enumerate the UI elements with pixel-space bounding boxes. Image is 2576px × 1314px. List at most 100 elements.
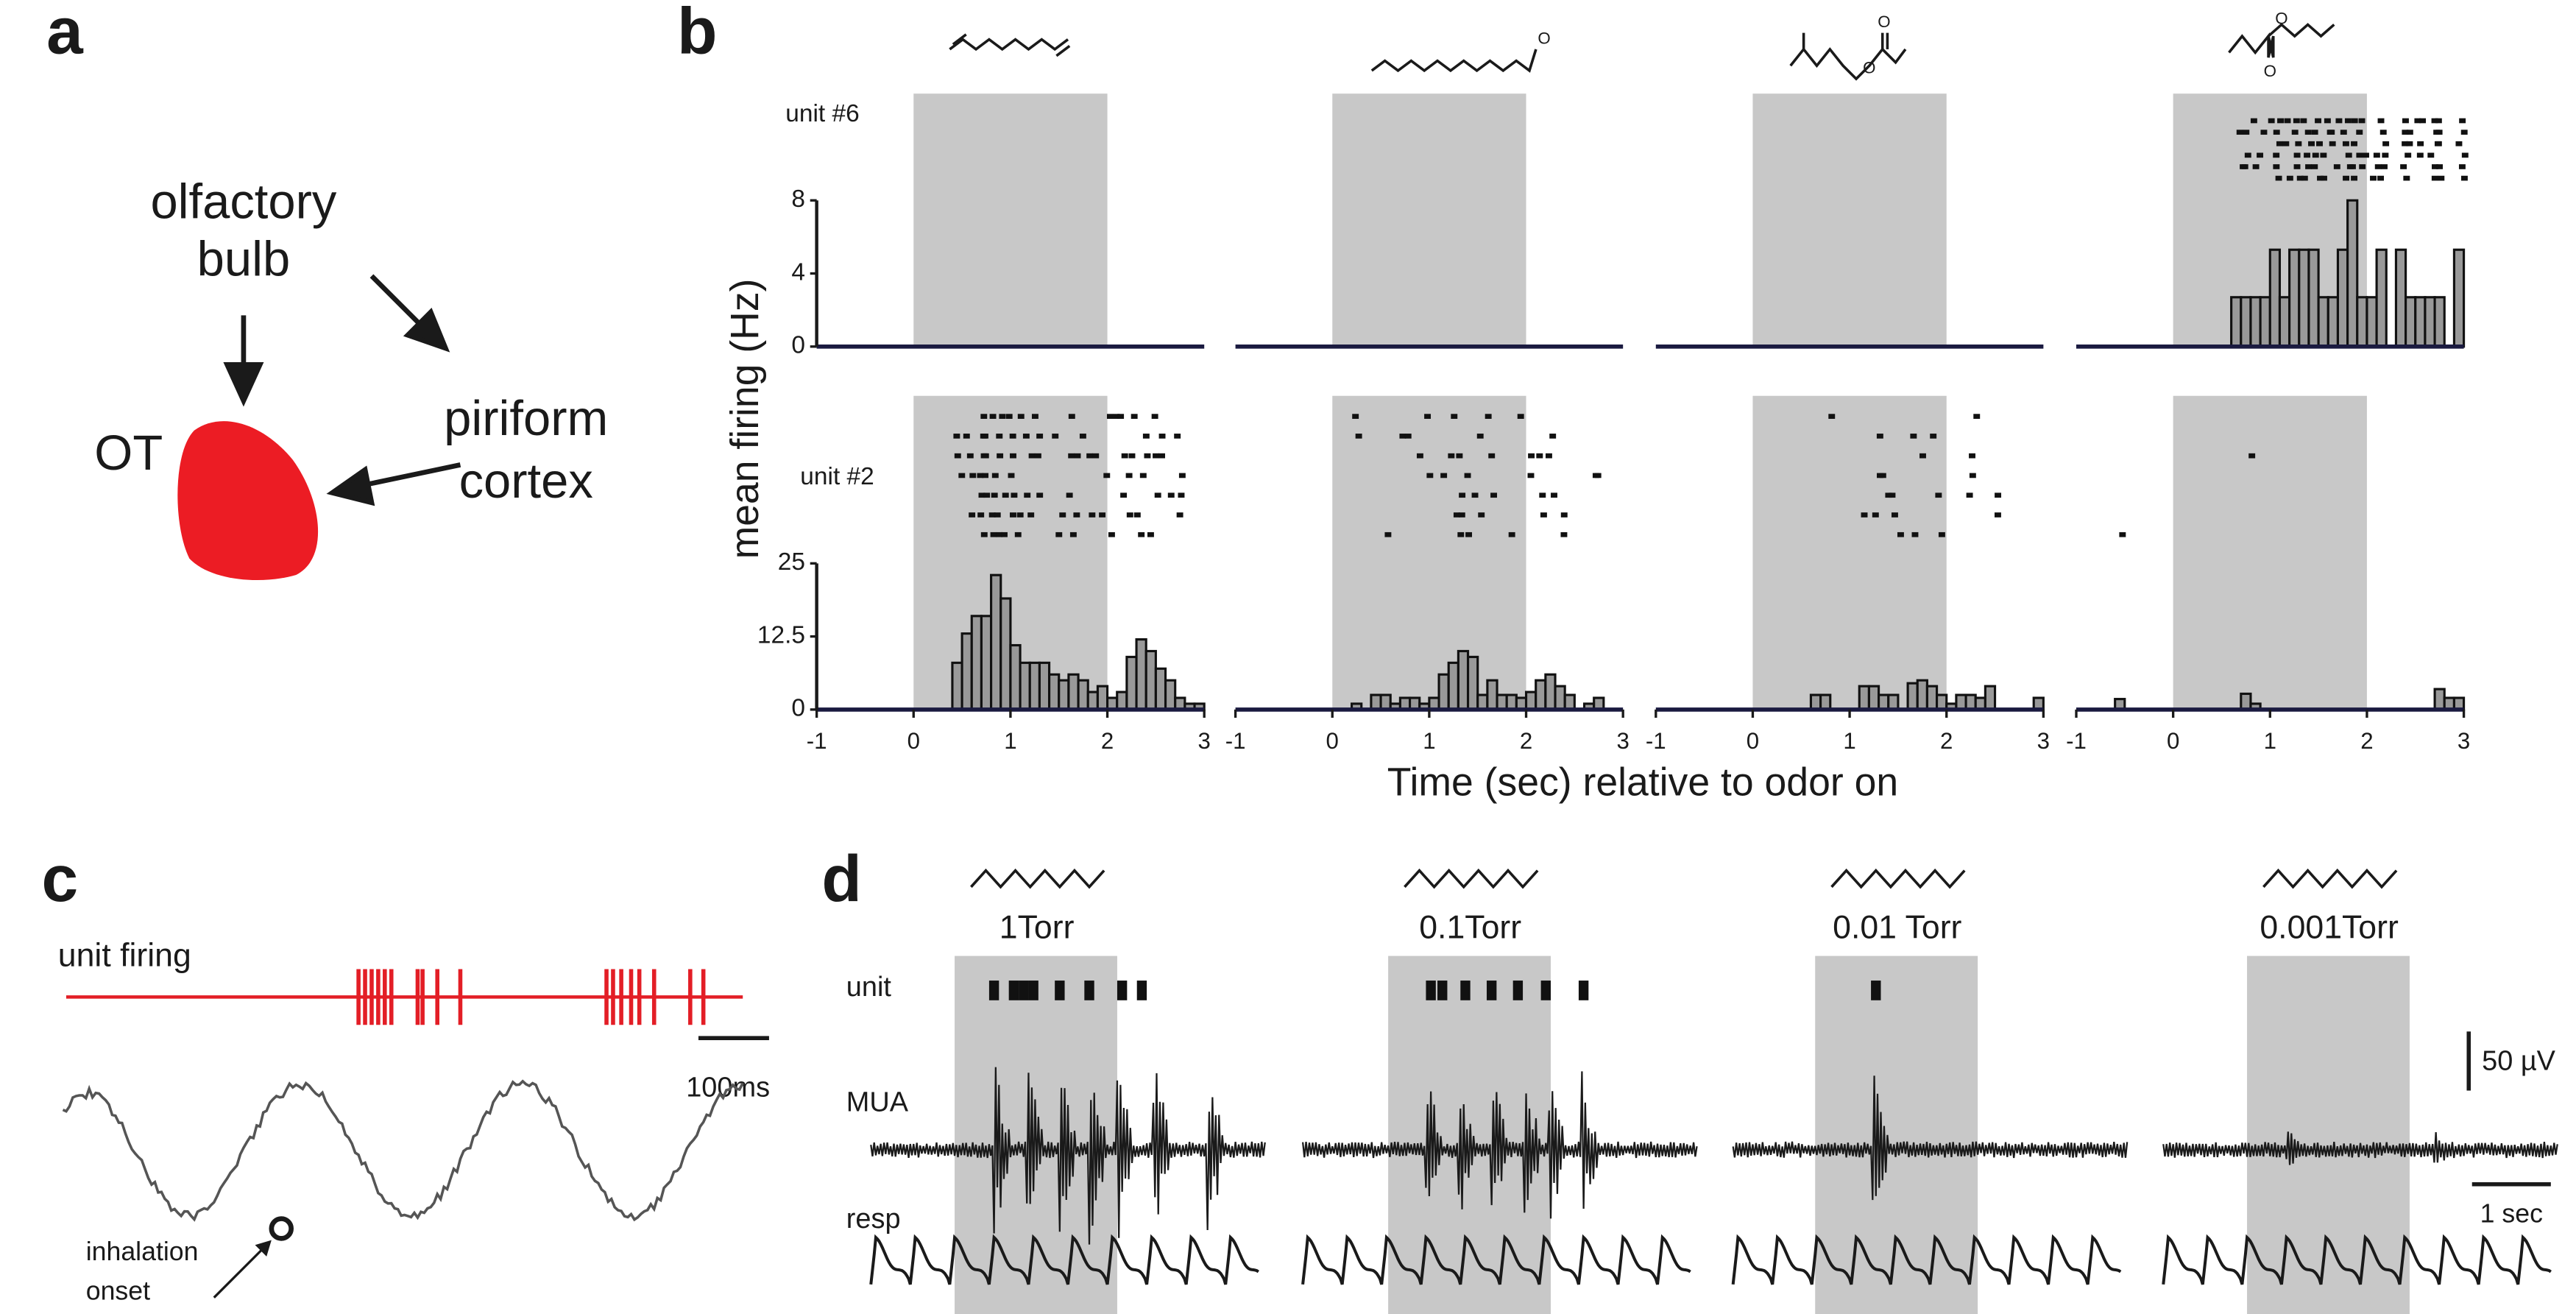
raster-dot xyxy=(2427,152,2435,158)
raster-dot xyxy=(1885,492,1892,498)
unit-spike xyxy=(1008,981,1019,1000)
histogram-bar xyxy=(2433,296,2446,348)
region-label: piriform xyxy=(444,391,608,446)
raster-dot xyxy=(983,492,991,498)
raster-dot xyxy=(2419,118,2427,124)
raster-dot xyxy=(1451,414,1458,419)
raster-dot xyxy=(963,434,970,439)
histogram-bar xyxy=(1125,655,1138,711)
unit-spike xyxy=(1055,981,1065,1000)
raster-dot xyxy=(1448,453,1455,459)
trace-label: unit firing xyxy=(58,938,191,974)
raster-dot xyxy=(1151,414,1158,419)
raster-dot xyxy=(1126,512,1133,518)
unit-spike xyxy=(988,981,999,1000)
raster-dot xyxy=(2382,141,2390,146)
histogram-bar xyxy=(2249,296,2262,348)
raster-dot xyxy=(1099,512,1106,518)
raster-dot xyxy=(1011,492,1018,498)
histogram-bar xyxy=(1916,679,1928,711)
raster-dot xyxy=(1031,414,1038,419)
histogram-bar xyxy=(1955,693,1967,711)
histogram-bar xyxy=(1486,679,1498,711)
raster-dot xyxy=(2317,175,2324,181)
raster-dot xyxy=(2431,175,2438,181)
raster-dot xyxy=(1485,414,1492,419)
raster-dot xyxy=(1121,453,1128,459)
raster-dot xyxy=(1027,512,1035,518)
raster-dot xyxy=(1069,531,1077,537)
raster-dot xyxy=(1130,414,1138,419)
raster-dot xyxy=(2351,118,2358,124)
raster-dot xyxy=(2304,130,2312,135)
unit-spike xyxy=(1136,981,1147,1000)
raster-dot xyxy=(1034,453,1041,459)
raster-dot xyxy=(1120,492,1128,498)
raster-dot xyxy=(2277,118,2284,124)
raster-dot xyxy=(2381,164,2388,169)
mua-trace xyxy=(1732,1075,2129,1201)
row-label: unit xyxy=(846,972,892,1003)
raster-dot xyxy=(1017,414,1025,419)
atom-label: O xyxy=(2275,10,2287,28)
scale-label: 100ms xyxy=(686,1072,770,1103)
raster-dot xyxy=(1103,473,1111,478)
histogram-bar xyxy=(1009,643,1022,711)
raster-dot xyxy=(1092,453,1100,459)
unit-spike xyxy=(1486,981,1497,1000)
concentration-label: 0.1Torr xyxy=(1419,910,1521,946)
histogram-bar xyxy=(951,661,963,711)
panel-label: c xyxy=(41,841,78,915)
raster-dot xyxy=(2241,164,2248,169)
raster-dot xyxy=(2275,175,2282,181)
histogram-bar xyxy=(1028,661,1041,711)
raster-dot xyxy=(2286,175,2293,181)
histogram-bar xyxy=(2346,199,2359,348)
raster-dot xyxy=(2402,141,2409,146)
histogram-bar xyxy=(1447,661,1459,711)
y-tick-label: 0 xyxy=(791,332,805,359)
raster-dot xyxy=(1891,512,1898,518)
histogram-bar xyxy=(1906,682,1919,711)
raster-dot xyxy=(2340,130,2347,135)
histogram-bar xyxy=(2298,248,2310,348)
raster-dot xyxy=(1464,473,1471,478)
raster-dot xyxy=(2345,152,2352,158)
raster-dot xyxy=(1001,531,1008,537)
unit-spike xyxy=(1028,981,1038,1000)
raster-dot xyxy=(969,512,976,518)
raster-dot xyxy=(1008,473,1015,478)
raster-dot xyxy=(1086,453,1094,459)
raster-dot xyxy=(1073,512,1080,518)
x-tick-label: 0 xyxy=(907,728,920,754)
raster-dot xyxy=(2435,141,2442,146)
histogram-bar xyxy=(1554,685,1566,711)
raster-dot xyxy=(1424,414,1432,419)
raster-dot xyxy=(1938,531,1945,537)
histogram-bar xyxy=(1984,685,1997,711)
raster-dot xyxy=(1457,531,1465,537)
histogram-bar xyxy=(1925,685,1939,711)
odor-period xyxy=(1752,395,1947,710)
unit-spike xyxy=(1426,981,1436,1000)
mua-trace xyxy=(870,1067,1266,1245)
raster-dot xyxy=(1969,453,1975,459)
raster-dot xyxy=(1059,512,1066,518)
mua-trace xyxy=(2162,1131,2558,1165)
raster-dot xyxy=(2273,164,2280,169)
raster-dot xyxy=(2236,130,2243,135)
raster-dot xyxy=(1178,473,1186,478)
scale-label: 50 µV xyxy=(2482,1046,2556,1077)
raster-dot xyxy=(2282,141,2290,146)
odor-period xyxy=(2247,956,2410,1314)
respiration-trace xyxy=(62,1079,744,1222)
region-label: bulb xyxy=(197,232,291,287)
raster-dot xyxy=(1879,473,1886,478)
raster-dot xyxy=(1861,512,1868,518)
raster-dot xyxy=(2273,130,2280,135)
raster-dot xyxy=(1560,512,1568,518)
raster-dot xyxy=(2260,130,2268,135)
raster-dot xyxy=(2402,130,2409,135)
raster-dot xyxy=(1167,492,1175,498)
